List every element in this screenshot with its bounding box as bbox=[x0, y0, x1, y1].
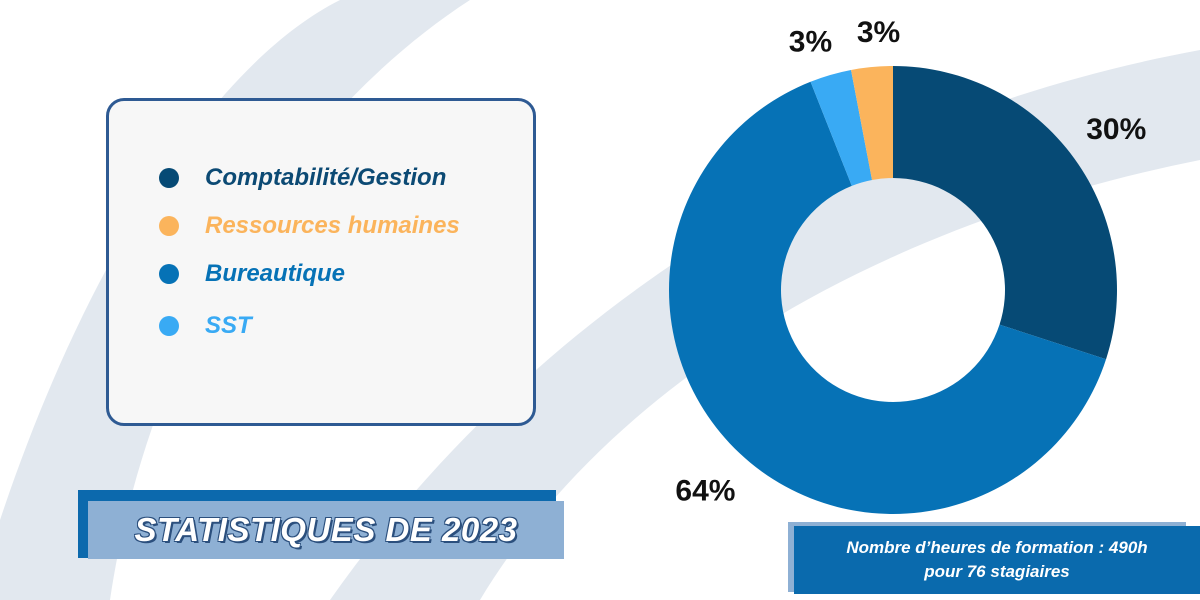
note-panel: Nombre d’heures de formation : 490h pour… bbox=[794, 526, 1200, 594]
legend-marker bbox=[159, 264, 179, 284]
training-hours-note: Nombre d’heures de formation : 490h pour… bbox=[788, 522, 1200, 600]
legend-marker bbox=[159, 216, 179, 236]
title-banner: STATISTIQUES DE 2023 bbox=[78, 490, 566, 570]
legend-item-comptabilite: Comptabilité/Gestion bbox=[159, 161, 446, 195]
donut-slice-ressources-humaines bbox=[851, 66, 893, 180]
legend-marker bbox=[159, 168, 179, 188]
legend-marker bbox=[159, 316, 179, 336]
legend-item-ressources-humaines: Ressources humaines bbox=[159, 209, 460, 243]
data-label-sst: 3% bbox=[789, 25, 832, 58]
data-label-ressources-humaines: 3% bbox=[857, 16, 900, 49]
note-line-2: pour 76 stagiaires bbox=[924, 562, 1070, 581]
note-line-1: Nombre d’heures de formation : 490h bbox=[846, 538, 1148, 557]
legend-label: Bureautique bbox=[205, 260, 346, 287]
legend-label: Ressources humaines bbox=[205, 212, 460, 239]
legend-label: SST bbox=[205, 312, 252, 339]
title-banner-panel: STATISTIQUES DE 2023 bbox=[88, 501, 564, 559]
donut-slice-comptabilite bbox=[893, 66, 1117, 360]
legend-card: Comptabilité/Gestion Ressources humaines… bbox=[106, 98, 536, 426]
legend-label: Comptabilité/Gestion bbox=[205, 164, 447, 191]
donut-slice-bureautique bbox=[668, 81, 1107, 515]
legend-item-sst: SST bbox=[159, 309, 252, 343]
donut-slice-sst bbox=[810, 69, 873, 186]
background-swoosh-left bbox=[0, 0, 470, 600]
page-title: STATISTIQUES DE 2023 bbox=[134, 511, 518, 548]
data-label-comptabilite: 30% bbox=[1086, 113, 1146, 146]
data-label-bureautique: 64% bbox=[675, 475, 735, 508]
legend-item-bureautique: Bureautique bbox=[159, 257, 345, 291]
